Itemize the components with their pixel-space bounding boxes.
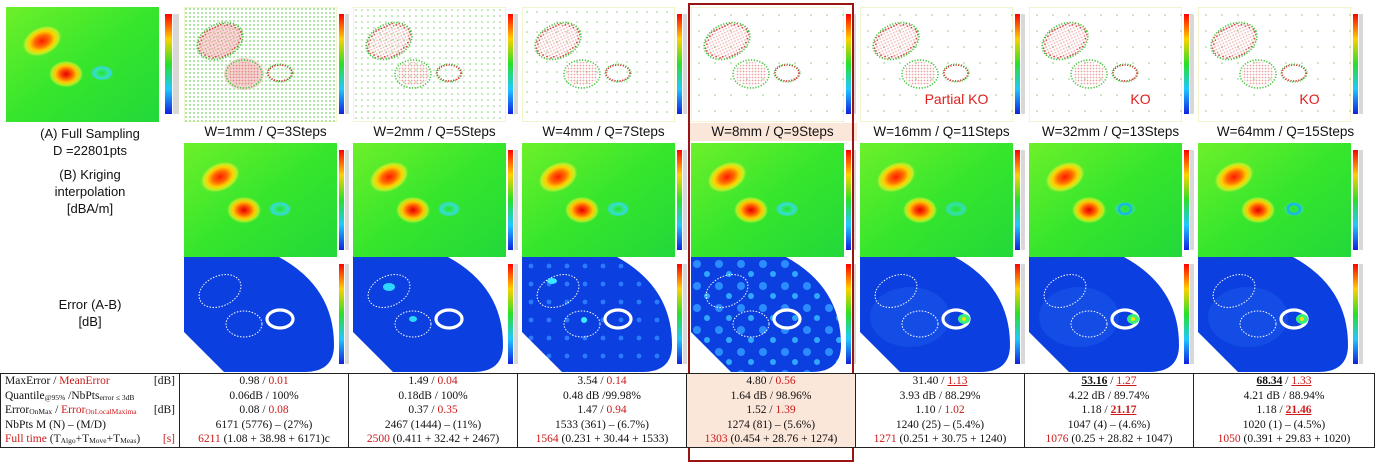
color-scale	[1183, 8, 1195, 126]
result-cell: 68.34 / 1.33 4.21 dB / 88.94% 1.18 / 21.46…	[1193, 373, 1375, 448]
color-scale	[1183, 258, 1195, 376]
column-label: W=64mm / Q=15Steps	[1216, 124, 1355, 139]
result-cell: 0.98 / 0.01 0.06dB / 100% 0.08 / 0.08 6171 …	[179, 373, 349, 448]
color-scale	[1014, 8, 1026, 126]
color-scale	[338, 8, 350, 126]
color-scale	[676, 8, 688, 126]
kriging-map	[860, 143, 1013, 258]
color-scale	[845, 8, 857, 126]
color-scale	[1014, 144, 1026, 262]
color-scale	[1352, 144, 1364, 262]
color-scale	[507, 258, 519, 376]
kriging-map	[691, 143, 844, 258]
sampling-map	[859, 6, 1014, 123]
kriging-row-label: (B) Kriging interpolation [dBA/m]	[54, 167, 126, 216]
column-label: W=2mm / Q=5Steps	[373, 124, 496, 139]
color-scale	[1183, 144, 1195, 262]
column-label: W=16mm / Q=11Steps	[873, 124, 1010, 139]
result-cell: 1.49 / 0.04 0.18dB / 100% 0.37 / 0.35 2467 …	[348, 373, 518, 448]
color-scale	[1014, 258, 1026, 376]
column-label: W=8mm / Q=9Steps	[688, 123, 857, 141]
error-map	[860, 257, 1013, 372]
sampling-map	[690, 6, 845, 123]
full-sampling-label: (A) Full Sampling D =22801pts	[40, 126, 140, 158]
kriging-map	[184, 143, 337, 258]
error-map	[1198, 257, 1351, 372]
error-map	[353, 257, 506, 372]
error-map	[691, 257, 844, 372]
status-label: Partial KO	[924, 91, 989, 107]
color-scale	[338, 258, 350, 376]
column-label: W=4mm / Q=7Steps	[542, 124, 665, 139]
color-scale	[676, 144, 688, 262]
kriging-map	[1029, 143, 1182, 258]
result-cell: 53.16 / 1.27 4.22 dB / 89.74% 1.18 / 21.17…	[1024, 373, 1194, 448]
kriging-map	[1198, 143, 1351, 258]
error-map	[522, 257, 675, 372]
error-row-label: Error (A-B) [dB]	[58, 297, 122, 329]
full-sampling-scale	[163, 8, 179, 121]
error-map	[184, 257, 337, 372]
table-header-cell: MaxError / MeanError [dB] Quantile@95% /…	[0, 373, 180, 448]
error-map	[1029, 257, 1182, 372]
full-sampling-map	[6, 7, 159, 122]
result-cell: 3.54 / 0.14 0.48 dB /99.98% 1.47 / 0.94 153…	[517, 373, 687, 448]
sampling-map	[183, 6, 338, 123]
sampling-map	[1197, 6, 1352, 123]
kriging-map	[522, 143, 675, 258]
color-scale	[845, 258, 857, 376]
kriging-map	[353, 143, 506, 258]
color-scale	[1352, 258, 1364, 376]
results-table: MaxError / MeanError [dB] Quantile@95% /…	[0, 373, 1375, 448]
color-scale	[507, 8, 519, 126]
color-scale	[845, 144, 857, 262]
status-label: KO	[1130, 91, 1151, 107]
sampling-map	[521, 6, 676, 123]
color-scale	[1352, 8, 1364, 126]
column-label: W=1mm / Q=3Steps	[204, 124, 327, 139]
color-scale	[338, 144, 350, 262]
result-cell: 4.80 / 0.56 1.64 dB / 98.96% 1.52 / 1.39 12…	[686, 373, 856, 448]
sampling-map	[352, 6, 507, 123]
result-cell: 31.40 / 1.13 3.93 dB / 88.29% 1.10 / 1.02 1…	[855, 373, 1025, 448]
color-scale	[507, 144, 519, 262]
status-label: KO	[1299, 91, 1320, 107]
sampling-map	[1028, 6, 1183, 123]
color-scale	[676, 258, 688, 376]
column-label: W=32mm / Q=13Steps	[1041, 124, 1180, 139]
